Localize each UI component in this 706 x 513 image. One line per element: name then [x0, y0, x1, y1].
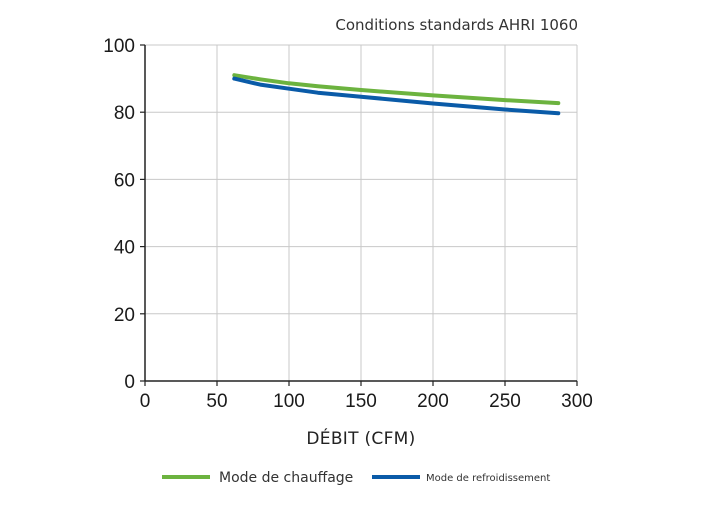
x-tick-label: 0	[140, 391, 151, 412]
y-tick-label: 40	[114, 238, 135, 259]
x-tick-label: 200	[417, 391, 449, 412]
y-tick-label: 80	[114, 103, 135, 124]
y-tick-label: 60	[114, 170, 135, 191]
x-tick-labels: 0 50 100 150 200 250 300	[140, 391, 593, 412]
legend-label-cooling: Mode de refroidissement	[426, 473, 550, 484]
chart-title: Conditions standards AHRI 1060	[335, 16, 578, 34]
y-tick-labels: 0 20 40 60 80 100	[103, 36, 135, 393]
x-tick-label: 100	[273, 391, 305, 412]
y-tick-label: 100	[103, 36, 135, 57]
x-axis-label: DÉBIT (CFM)	[306, 427, 415, 449]
series-lines	[232, 73, 561, 116]
y-tick-label: 20	[114, 305, 135, 326]
y-tick-label: 0	[124, 372, 135, 393]
axes	[140, 44, 578, 386]
legend: Mode de chauffage Mode de refroidissemen…	[162, 470, 550, 486]
legend-label-heating: Mode de chauffage	[219, 470, 353, 486]
x-tick-label: 300	[561, 391, 593, 412]
series-line-heating	[232, 73, 561, 106]
x-tick-label: 250	[489, 391, 521, 412]
x-tick-label: 150	[345, 391, 377, 412]
series-line-cooling	[232, 76, 561, 116]
grid	[145, 44, 578, 381]
x-tick-label: 50	[206, 391, 227, 412]
